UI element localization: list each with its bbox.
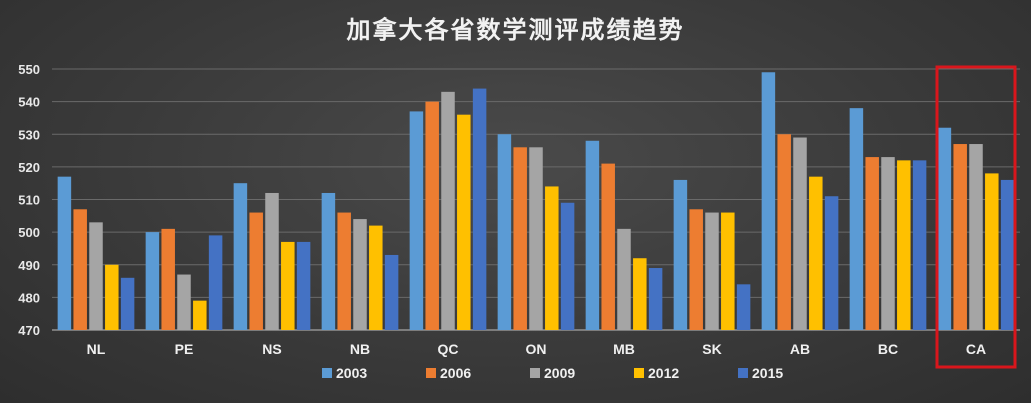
bar-on-2015	[560, 202, 575, 330]
bar-pe-2006	[161, 228, 175, 330]
legend-swatch-2006	[426, 368, 436, 378]
bar-ns-2006	[249, 212, 263, 330]
x-category-label: CA	[966, 341, 986, 357]
bar-mb-2006	[601, 163, 615, 330]
bar-ns-2015	[296, 241, 311, 330]
bar-pe-2003	[145, 232, 160, 330]
x-category-label: NB	[350, 341, 370, 357]
legend-label-2012: 2012	[648, 365, 679, 381]
bar-ns-2012	[281, 241, 295, 330]
bar-ns-2009	[265, 192, 279, 330]
bar-nb-2015	[384, 254, 399, 330]
bar-qc-2003	[409, 111, 424, 330]
bar-nb-2003	[321, 192, 336, 330]
legend-swatch-2009	[530, 368, 540, 378]
x-category-label: MB	[613, 341, 635, 357]
y-tick-label: 510	[18, 193, 40, 208]
bar-mb-2009	[617, 228, 631, 330]
x-category-label: PE	[175, 341, 194, 357]
bar-nl-2009	[89, 222, 103, 330]
x-category-label: NS	[262, 341, 281, 357]
bar-sk-2012	[721, 212, 735, 330]
bar-bc-2009	[881, 157, 895, 330]
bar-nb-2006	[337, 212, 351, 330]
bar-qc-2015	[472, 88, 487, 330]
y-tick-label: 470	[18, 323, 40, 338]
bar-sk-2015	[736, 284, 751, 330]
bar-bc-2006	[865, 157, 879, 330]
y-tick-label: 490	[18, 258, 40, 273]
legend-label-2015: 2015	[752, 365, 783, 381]
bar-ab-2003	[761, 72, 776, 330]
bar-pe-2015	[208, 235, 223, 330]
bar-qc-2006	[425, 101, 439, 330]
chart-title: 加拿大各省数学测评成绩趋势	[346, 16, 685, 44]
x-category-label: QC	[438, 341, 459, 357]
bar-ab-2006	[777, 134, 791, 330]
bar-ca-2015	[1000, 179, 1015, 330]
legend-swatch-2012	[634, 368, 644, 378]
bar-nl-2015	[120, 277, 135, 330]
bar-bc-2015	[912, 160, 927, 330]
y-tick-label: 540	[18, 95, 40, 110]
bar-nl-2012	[105, 264, 119, 330]
legend-label-2009: 2009	[544, 365, 575, 381]
y-tick-label: 480	[18, 290, 40, 305]
bar-ca-2009	[969, 144, 983, 330]
bar-ns-2003	[233, 183, 248, 330]
y-tick-label: 550	[18, 62, 40, 77]
x-category-label: ON	[526, 341, 547, 357]
bar-ab-2012	[809, 176, 823, 330]
y-tick-label: 520	[18, 160, 40, 175]
bar-ab-2009	[793, 137, 807, 330]
bar-on-2012	[545, 186, 559, 330]
x-category-label: AB	[790, 341, 810, 357]
bar-ab-2015	[824, 196, 839, 330]
bar-on-2006	[513, 147, 527, 330]
bar-ca-2006	[953, 144, 967, 330]
highlight-box	[935, 65, 1017, 369]
bar-on-2003	[497, 134, 512, 330]
y-tick-label: 500	[18, 225, 40, 240]
bar-sk-2009	[705, 212, 719, 330]
bar-qc-2012	[457, 114, 471, 330]
x-category-label: SK	[702, 341, 721, 357]
bar-bc-2003	[849, 108, 864, 331]
bar-ca-2012	[985, 173, 999, 330]
bar-bc-2012	[897, 160, 911, 330]
bar-qc-2009	[441, 91, 455, 331]
bar-sk-2006	[689, 209, 703, 330]
bar-pe-2012	[193, 300, 207, 330]
bar-mb-2015	[648, 268, 663, 330]
legend-label-2003: 2003	[336, 365, 367, 381]
bar-nl-2006	[73, 209, 87, 330]
bar-nl-2003	[57, 176, 72, 330]
bar-nb-2012	[369, 225, 383, 330]
bar-mb-2012	[633, 258, 647, 330]
bar-mb-2003	[585, 140, 600, 330]
legend-swatch-2003	[322, 368, 332, 378]
bar-ca-2003	[937, 127, 952, 330]
bar-sk-2003	[673, 179, 688, 330]
legend-swatch-2015	[738, 368, 748, 378]
bar-nb-2009	[353, 219, 367, 330]
x-category-label: BC	[878, 341, 898, 357]
x-category-label: NL	[87, 341, 106, 357]
y-tick-label: 530	[18, 127, 40, 142]
bar-pe-2009	[177, 274, 191, 330]
bar-on-2009	[529, 147, 543, 330]
legend-label-2006: 2006	[440, 365, 471, 381]
